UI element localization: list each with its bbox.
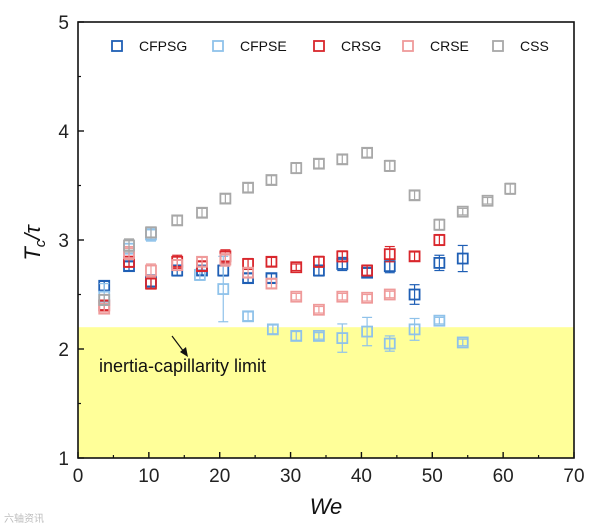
data-point [383, 248, 396, 261]
tick-marks [77, 21, 575, 459]
data-point [242, 310, 254, 323]
y-label-main: T [20, 246, 45, 261]
data-point [456, 336, 469, 349]
data-point [408, 189, 421, 202]
x-tick-labels: 0 10 20 30 40 50 60 70 [73, 466, 585, 487]
data-point [196, 255, 208, 268]
data-point [383, 337, 396, 350]
data-point [433, 218, 446, 231]
data-point [171, 214, 184, 227]
x-tick-label: 0 [73, 466, 84, 487]
data-point [361, 146, 373, 159]
data-series [98, 146, 517, 353]
data-point [242, 266, 254, 279]
data-point [171, 259, 184, 271]
data-point [219, 192, 232, 205]
x-tick-label: 50 [422, 466, 443, 487]
limit-region [78, 327, 574, 458]
annotation-arrow [171, 335, 188, 357]
y-label-tail: /τ [20, 224, 45, 242]
data-point [217, 283, 230, 295]
series-crse [98, 245, 396, 316]
x-tick-label: 20 [209, 466, 230, 487]
series-css [98, 146, 517, 306]
legend: CFPSG CFPSE CRSG CRSE CSS [111, 38, 549, 54]
data-point [266, 323, 279, 336]
legend-label-crse: CRSE [430, 38, 469, 54]
data-point [336, 290, 349, 303]
data-point [313, 303, 325, 316]
data-point [433, 234, 446, 246]
data-point [193, 268, 206, 281]
legend-label-cfpsg: CFPSG [139, 38, 187, 54]
data-point [290, 330, 303, 342]
legend-marker-crsg [313, 40, 325, 52]
svg-text:Tc/τ: Tc/τ [20, 224, 49, 261]
data-point [290, 162, 303, 174]
data-point [145, 264, 157, 277]
data-point [265, 174, 278, 186]
legend-marker-crse [402, 40, 414, 52]
y-tick-labels: 1 2 3 4 5 [58, 13, 69, 470]
data-point [383, 159, 396, 172]
data-point [219, 253, 232, 266]
data-point [383, 288, 396, 301]
x-axis-label: We [310, 494, 343, 519]
data-point [313, 330, 325, 342]
data-point [433, 314, 446, 327]
y-axis-label: Tc/τ [20, 224, 49, 261]
data-point [336, 332, 349, 345]
x-tick-label: 60 [493, 466, 514, 487]
legend-label-cfpse: CFPSE [240, 38, 287, 54]
data-point [456, 205, 469, 218]
watermark: 六轴资讯 [4, 512, 44, 525]
x-tick-label: 10 [138, 466, 159, 487]
legend-marker-cfpsg [111, 40, 123, 52]
legend-label-css: CSS [520, 38, 549, 54]
data-point [145, 277, 157, 290]
data-point [265, 277, 278, 290]
data-point [196, 206, 208, 219]
data-point [98, 294, 111, 306]
y-tick-label: 1 [58, 449, 69, 470]
data-point [361, 291, 373, 304]
data-point [504, 182, 517, 195]
data-point [313, 157, 325, 170]
y-tick-label: 2 [58, 340, 69, 361]
y-tick-label: 5 [58, 13, 69, 34]
data-point [313, 255, 325, 268]
data-point [242, 181, 254, 194]
series-cfpse [98, 227, 469, 353]
x-tick-label: 70 [563, 466, 584, 487]
data-point [408, 250, 421, 263]
data-point [456, 252, 469, 265]
legend-marker-css [492, 40, 504, 52]
data-point [408, 323, 421, 336]
data-point [123, 239, 135, 252]
x-tick-label: 40 [351, 466, 372, 487]
data-point [290, 261, 303, 274]
data-point [361, 325, 373, 338]
data-point [336, 153, 349, 166]
legend-label-crsg: CRSG [341, 38, 381, 54]
legend-marker-cfpse [212, 40, 224, 52]
y-tick-label: 4 [58, 122, 69, 143]
y-label-sub: c [32, 239, 49, 247]
data-point [433, 256, 446, 269]
data-point [145, 226, 157, 239]
data-point [481, 194, 494, 207]
data-point [408, 288, 421, 301]
y-tick-label: 3 [58, 231, 69, 252]
region-label: inertia-capillarity limit [99, 356, 266, 376]
x-tick-label: 30 [280, 466, 301, 487]
data-point [336, 250, 349, 263]
data-point [265, 255, 278, 268]
data-point [361, 264, 373, 277]
data-point [290, 290, 303, 303]
